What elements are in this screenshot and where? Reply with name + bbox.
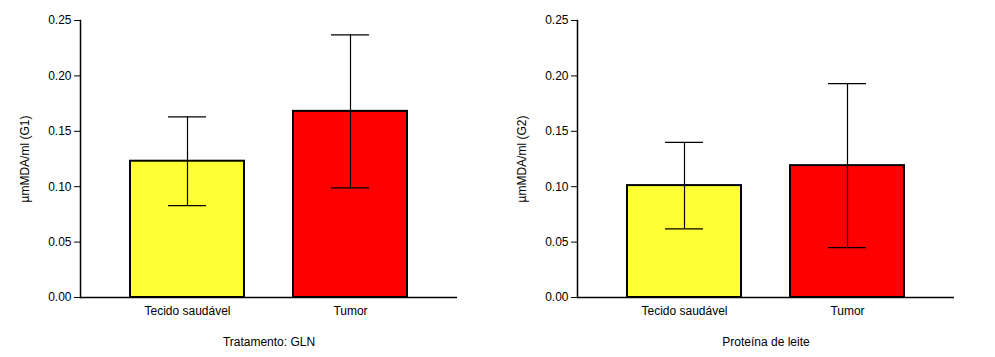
- svg-text:Tecido saudável: Tecido saudável: [641, 304, 727, 318]
- svg-text:0.25: 0.25: [545, 13, 569, 27]
- svg-text:Tumor: Tumor: [333, 304, 367, 318]
- svg-text:0.15: 0.15: [545, 124, 569, 138]
- svg-text:0.15: 0.15: [48, 124, 72, 138]
- svg-text:µmMDA/ml (G2): µmMDA/ml (G2): [515, 116, 529, 203]
- svg-text:0.10: 0.10: [545, 180, 569, 194]
- svg-text:µmMDA/ml (G1): µmMDA/ml (G1): [18, 116, 32, 203]
- svg-text:0.20: 0.20: [545, 69, 569, 83]
- svg-text:0.25: 0.25: [48, 13, 72, 27]
- svg-text:Tratamento: GLN: Tratamento: GLN: [223, 335, 315, 349]
- svg-text:0.05: 0.05: [48, 235, 72, 249]
- svg-text:Tecido saudável: Tecido saudável: [144, 304, 230, 318]
- svg-text:0.05: 0.05: [545, 235, 569, 249]
- svg-text:Proteína de leite: Proteína de leite: [722, 335, 810, 349]
- svg-text:Tumor: Tumor: [830, 304, 864, 318]
- svg-text:0.00: 0.00: [48, 290, 72, 304]
- svg-text:0.20: 0.20: [48, 69, 72, 83]
- svg-text:0.10: 0.10: [48, 180, 72, 194]
- svg-text:0.00: 0.00: [545, 290, 569, 304]
